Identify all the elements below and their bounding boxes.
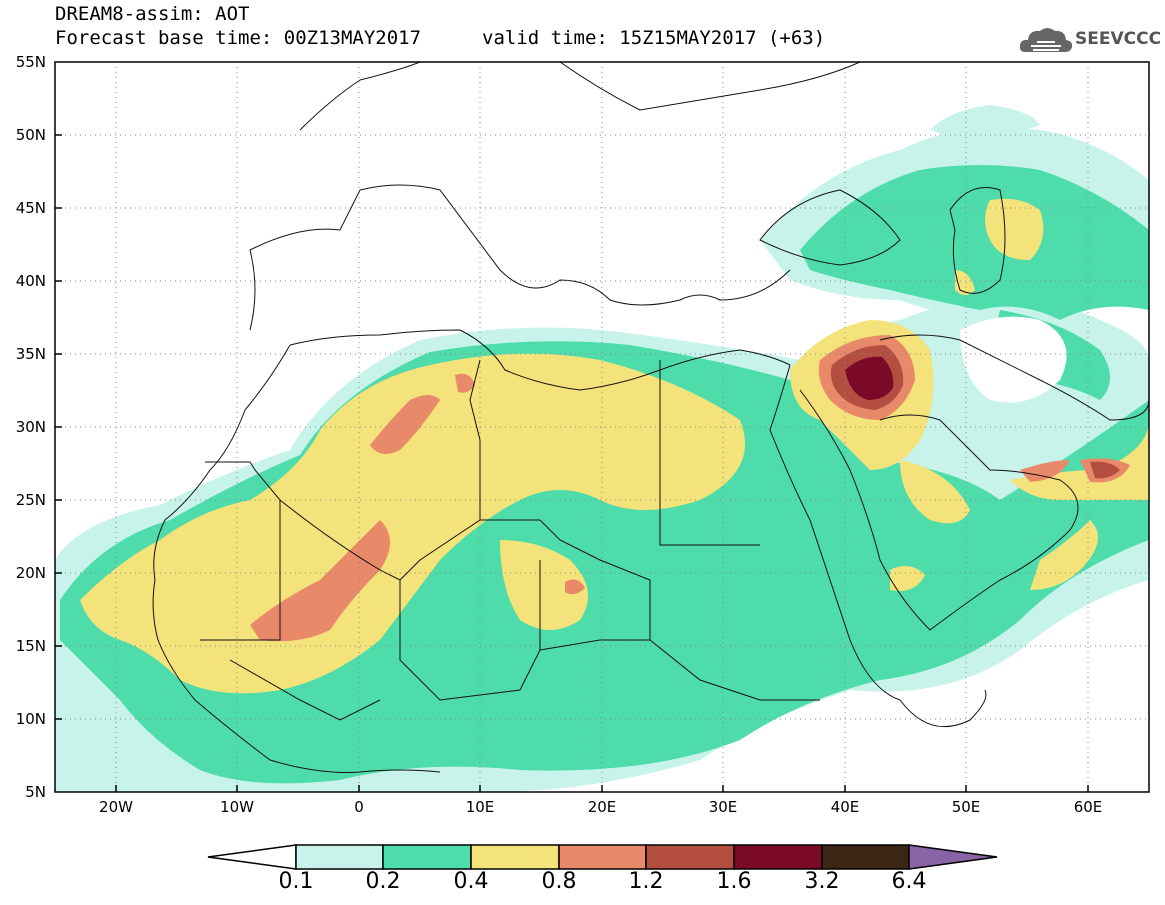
colorbar-label: 3.2 [804, 869, 840, 894]
lon-label: 30E [708, 798, 738, 816]
lat-label: 50N [15, 126, 46, 144]
lat-label: 35N [15, 345, 46, 363]
lon-label: 50E [951, 798, 981, 816]
lat-label: 10N [15, 710, 46, 728]
colorbar-label: 0.1 [278, 869, 314, 894]
lon-label: 40E [830, 798, 860, 816]
coastlines [152, 62, 1149, 773]
colorbar-label: 6.4 [891, 869, 927, 894]
colorbar [207, 844, 998, 870]
logo-text: SEEVCCC [1075, 29, 1162, 49]
valid-time: valid time: 15Z15MAY2017 (+63) [482, 27, 826, 49]
title-line-2: Forecast base time: 00Z13MAY2017 [55, 27, 422, 49]
aot-contours [55, 105, 1149, 792]
lat-label: 45N [15, 199, 46, 217]
colorbar-label: 1.2 [628, 869, 664, 894]
lon-label: 20E [587, 798, 617, 816]
lat-label: 20N [15, 564, 46, 582]
lat-label: 15N [15, 637, 46, 655]
lat-label: 30N [15, 418, 46, 436]
title-line-1: DREAM8-assim: AOT [55, 3, 250, 25]
lon-label: 0 [354, 798, 364, 816]
lon-label: 60E [1073, 798, 1103, 816]
lat-label: 25N [15, 491, 46, 509]
lon-label: 20W [99, 798, 133, 816]
colorbar-label: 0.4 [453, 869, 489, 894]
lat-label: 55N [15, 53, 46, 71]
lon-label: 10E [465, 798, 495, 816]
colorbar-label: 0.8 [541, 869, 577, 894]
lon-label: 10W [220, 798, 254, 816]
lat-label: 5N [25, 783, 46, 801]
colorbar-label: 1.6 [716, 869, 752, 894]
cloud-icon [1019, 28, 1073, 52]
lat-label: 40N [15, 272, 46, 290]
colorbar-label: 0.2 [365, 869, 401, 894]
